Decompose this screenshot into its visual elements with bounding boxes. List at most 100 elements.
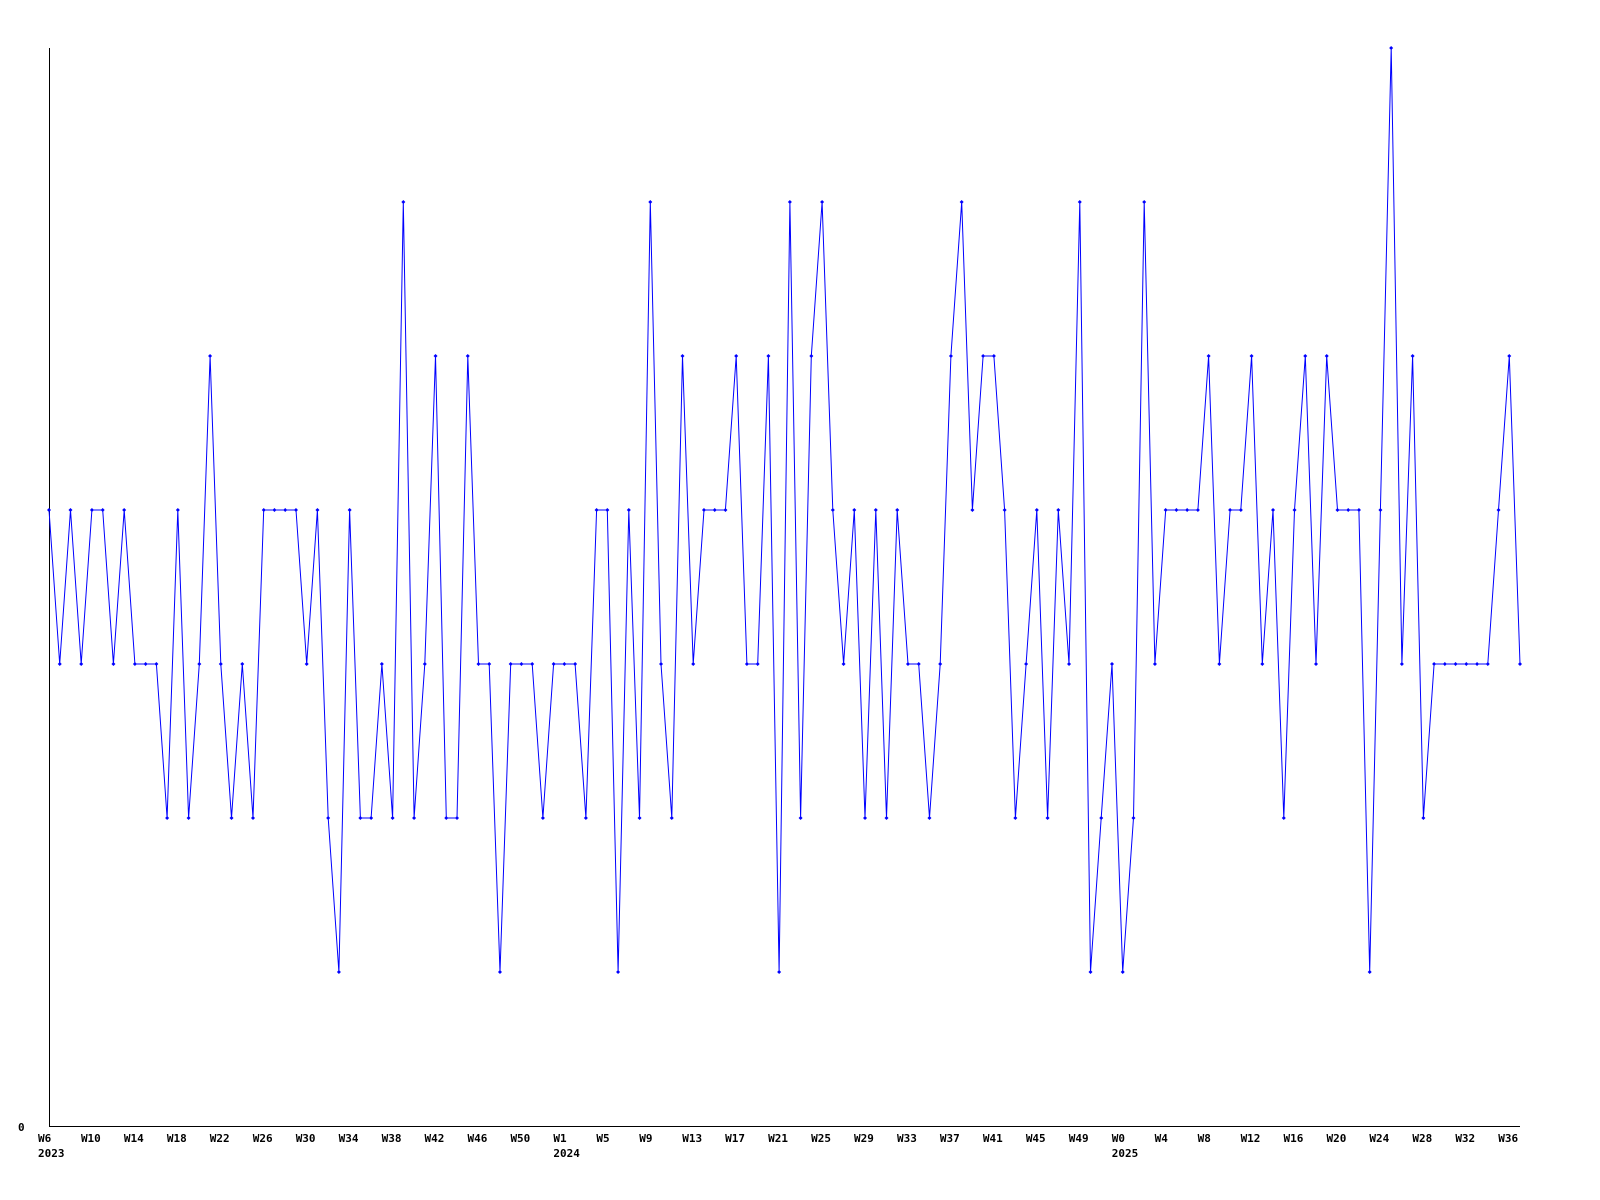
x-tick-label: W33 — [897, 1132, 917, 1145]
data-point — [616, 970, 621, 974]
data-point — [57, 662, 62, 666]
data-point — [562, 662, 567, 666]
data-point — [777, 970, 782, 974]
data-point — [863, 816, 868, 820]
series-line — [48, 47, 1521, 973]
x-tick-label: W41 — [983, 1132, 1003, 1145]
data-point — [497, 970, 502, 974]
data-point — [487, 662, 492, 666]
data-point — [830, 508, 835, 512]
data-point — [1485, 662, 1490, 666]
data-point — [1228, 508, 1233, 512]
data-point — [401, 200, 406, 204]
x-tick-label: W4 — [1155, 1132, 1169, 1145]
x-tick-label: W49 — [1069, 1132, 1089, 1145]
data-point — [583, 816, 588, 820]
x-tick-label: W45 — [1026, 1132, 1046, 1145]
x-tick-label: W1 — [553, 1132, 567, 1145]
x-tick-label: W42 — [425, 1132, 445, 1145]
data-point — [1464, 662, 1469, 666]
data-point — [390, 816, 395, 820]
data-point — [809, 354, 814, 358]
data-point — [530, 662, 535, 666]
data-point — [1335, 508, 1340, 512]
data-point — [1002, 508, 1007, 512]
x-tick-label: W10 — [81, 1132, 101, 1145]
data-point — [100, 508, 105, 512]
data-point — [1088, 970, 1093, 974]
x-tick-label: W13 — [682, 1132, 702, 1145]
data-point — [1109, 662, 1114, 666]
data-point — [1099, 816, 1104, 820]
data-point — [1045, 816, 1050, 820]
data-point — [122, 508, 127, 512]
x-tick-label: W24 — [1369, 1132, 1389, 1145]
data-point — [787, 200, 792, 204]
data-point — [712, 508, 717, 512]
x-tick-label: W12 — [1241, 1132, 1261, 1145]
data-point — [1324, 354, 1329, 358]
data-point — [1152, 662, 1157, 666]
data-point — [186, 816, 191, 820]
data-point — [744, 662, 749, 666]
x-tick-label: W0 — [1112, 1132, 1125, 1145]
data-point — [132, 662, 137, 666]
data-point — [326, 816, 331, 820]
x-tick-label: W18 — [167, 1132, 187, 1145]
data-point — [293, 508, 298, 512]
x-tick-label: W9 — [639, 1132, 652, 1145]
data-point — [905, 662, 910, 666]
data-point — [1356, 508, 1361, 512]
data-point — [680, 354, 685, 358]
data-point — [1067, 662, 1072, 666]
data-point — [970, 508, 975, 512]
x-tick-label: W50 — [510, 1132, 530, 1145]
data-point — [1034, 508, 1039, 512]
data-point — [476, 662, 481, 666]
data-point — [884, 816, 889, 820]
data-point — [444, 816, 449, 820]
data-point — [412, 816, 417, 820]
data-point — [659, 662, 664, 666]
x-tick-label: W34 — [339, 1132, 359, 1145]
x-tick-label: W25 — [811, 1132, 831, 1145]
x-tick-label: W22 — [210, 1132, 230, 1145]
data-point — [79, 662, 84, 666]
x-tick-label: W32 — [1455, 1132, 1475, 1145]
data-point — [218, 662, 223, 666]
data-point — [701, 508, 706, 512]
data-point — [626, 508, 631, 512]
data-point — [1442, 662, 1447, 666]
data-point — [1507, 354, 1512, 358]
data-point — [981, 354, 986, 358]
data-point — [1260, 662, 1265, 666]
data-point — [272, 508, 277, 512]
data-point — [165, 816, 170, 820]
data-point — [852, 508, 857, 512]
data-point — [1303, 354, 1308, 358]
data-point — [347, 508, 352, 512]
data-point — [197, 662, 202, 666]
data-point — [1174, 508, 1179, 512]
x-tick-label: W29 — [854, 1132, 874, 1145]
data-point — [1131, 816, 1136, 820]
x-tick-label: W21 — [768, 1132, 788, 1145]
data-point — [841, 662, 846, 666]
data-point — [1281, 816, 1286, 820]
data-point — [208, 354, 213, 358]
data-point — [1120, 970, 1125, 974]
data-point — [358, 816, 363, 820]
data-point — [669, 816, 674, 820]
data-point — [605, 508, 610, 512]
y-tick-label: 0 — [18, 1121, 25, 1134]
data-point — [379, 662, 384, 666]
data-point — [573, 662, 578, 666]
data-point — [1475, 662, 1480, 666]
data-point — [508, 662, 513, 666]
data-point — [873, 508, 878, 512]
data-point — [594, 508, 599, 512]
x-tick-label: W14 — [124, 1132, 144, 1145]
data-point — [1024, 662, 1029, 666]
data-point — [519, 662, 524, 666]
